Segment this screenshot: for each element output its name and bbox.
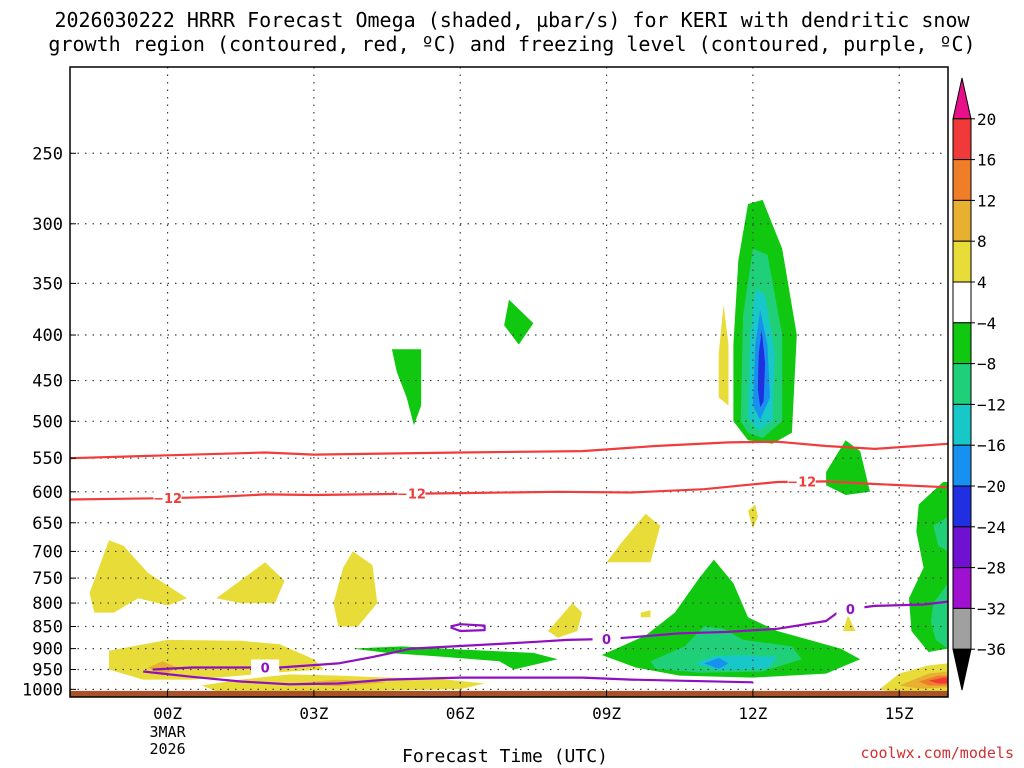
contour-label-bg-freezing-level-2 (836, 601, 865, 618)
colorbar-cell-12 (952, 567, 972, 609)
plot-area: −12 −12 −12 0 0 0 (70, 67, 948, 697)
omega-region-4 (757, 330, 766, 408)
ground-terrain (70, 690, 948, 697)
contour-label-freezing-level-1: 0 (602, 633, 611, 648)
contour-label-freezing-level-0: 0 (261, 661, 270, 676)
chart-title-line2: growth region (contoured, red, ºC) and f… (48, 32, 976, 56)
colorbar-label-1: 16 (977, 151, 996, 170)
chart-title: 2026030222 HRRR Forecast Omega (shaded, … (0, 8, 1024, 56)
colorbar-cell-8 (952, 403, 972, 446)
y-tick-label-950: 950 (32, 661, 63, 681)
x-tick-sublabel-0: 3MAR (149, 723, 186, 741)
colorbar-cell-1 (952, 118, 972, 161)
y-tick-label-1000: 1000 (22, 680, 63, 700)
omega-region-6 (391, 349, 422, 426)
y-tick-label-450: 450 (32, 372, 63, 392)
omega-region-28 (843, 615, 856, 631)
y-tick-label-550: 550 (32, 449, 63, 469)
colorbar-cell-7 (952, 363, 972, 405)
omega-region-25 (640, 610, 651, 618)
colorbar-label-4: 4 (977, 273, 987, 292)
contour-freezing-level-loop (450, 623, 486, 633)
omega-region-5 (504, 299, 534, 345)
y-tick-label-650: 650 (32, 514, 63, 534)
colorbar-cell-9 (952, 444, 972, 487)
y-tick-label-400: 400 (32, 326, 63, 346)
y-tick-label-250: 250 (32, 144, 63, 164)
x-tick-label-03Z: 03Z (299, 704, 328, 723)
contour-dgz-lower (70, 480, 948, 501)
contour-label-bg-freezing-level-0 (251, 659, 280, 676)
colorbar-label-2: 12 (977, 191, 996, 210)
y-tick-label-300: 300 (32, 215, 63, 235)
contour-freezing-level-lower (143, 670, 753, 686)
omega-region-27 (748, 504, 758, 529)
x-tick-label-06Z: 06Z (446, 704, 475, 723)
y-tick-label-600: 600 (32, 483, 63, 503)
x-tick-label-09Z: 09Z (592, 704, 621, 723)
colorbar-label-13: −36 (977, 640, 1006, 659)
omega-region-12 (352, 646, 558, 670)
y-tick-label-800: 800 (32, 594, 63, 614)
x-tick-sublabel-1: 2026 (149, 740, 185, 758)
chart-title-line1: 2026030222 HRRR Forecast Omega (shaded, … (54, 8, 970, 32)
omega-region-17 (216, 562, 285, 604)
contour-label-freezing-level-2: 0 (846, 603, 855, 618)
x-tick-label-12Z: 12Z (738, 704, 767, 723)
colorbar-label-9: −20 (977, 477, 1006, 496)
contour-label-dgz-lower-2: −12 (787, 476, 816, 491)
contour-label-bg-freezing-level-1 (592, 631, 621, 648)
y-tick-label-700: 700 (32, 542, 63, 562)
colorbar-label-5: −4 (977, 314, 996, 333)
colorbar-label-0: 20 (977, 110, 996, 129)
omega-region-23 (548, 603, 583, 638)
omega-region-14 (930, 583, 948, 649)
colorbar-label-10: −24 (977, 518, 1006, 537)
y-tick-label-750: 750 (32, 569, 63, 589)
colorbar-cell-5 (952, 281, 972, 324)
colorbar-cell-0 (952, 77, 972, 120)
x-tick-label-00Z: 00Z (153, 704, 182, 723)
colorbar-label-3: 8 (977, 232, 987, 251)
omega-region-15 (933, 516, 948, 552)
omega-region-8 (601, 559, 861, 678)
omega-region-24 (606, 513, 661, 563)
x-tick-label-15Z: 15Z (885, 704, 914, 723)
colorbar-cell-6 (952, 322, 972, 365)
y-tick-label-850: 850 (32, 617, 63, 637)
colorbar-cell-2 (952, 159, 972, 201)
contour-label-bg-dgz-lower-0 (153, 490, 182, 507)
watermark: coolwx.com/models (860, 744, 1014, 762)
contour-dgz-upper (70, 440, 948, 460)
colorbar-label-6: −8 (977, 355, 996, 374)
contour-label-bg-dgz-lower-2 (787, 473, 816, 490)
y-tick-label-500: 500 (32, 412, 63, 432)
colorbar-label-11: −28 (977, 559, 1006, 578)
omega-region-11 (704, 657, 729, 669)
y-tick-label-900: 900 (32, 640, 63, 660)
contour-label-dgz-lower-1: −12 (397, 488, 426, 503)
colorbar-label-7: −12 (977, 395, 1006, 414)
colorbar-cell-4 (952, 240, 972, 283)
contour-freezing-level (152, 600, 948, 671)
omega-region-16 (89, 540, 188, 613)
colorbar-label-8: −16 (977, 436, 1006, 455)
colorbar-cell-10 (952, 485, 972, 528)
contour-label-bg-dgz-lower-1 (397, 485, 426, 502)
x-axis-label: Forecast Time (UTC) (402, 746, 608, 767)
contour-label-dgz-lower-0: −12 (153, 492, 182, 507)
plot-frame (69, 66, 949, 698)
colorbar-cell-11 (952, 526, 972, 569)
colorbar-label-12: −32 (977, 599, 1006, 618)
omega-region-19 (109, 639, 324, 680)
colorbar-cell-13 (952, 607, 972, 650)
omega-region-18 (333, 551, 378, 627)
colorbar-cell-3 (952, 199, 972, 242)
colorbar-cell-14 (952, 648, 972, 691)
omega-region-32 (928, 677, 948, 684)
omega-region-26 (718, 304, 729, 406)
y-tick-label-350: 350 (32, 274, 63, 294)
